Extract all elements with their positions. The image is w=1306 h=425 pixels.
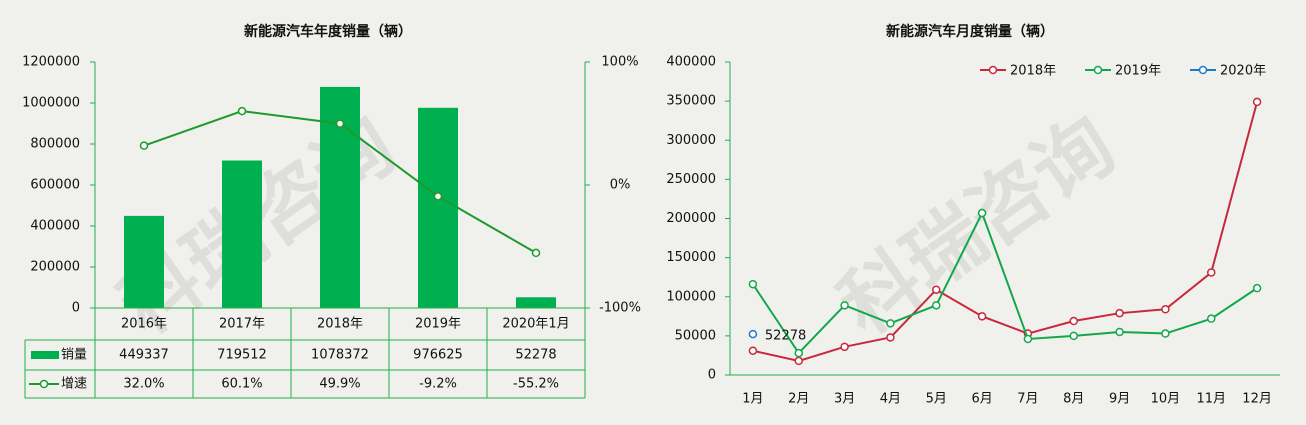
- marker: [1161, 329, 1170, 338]
- x-tick-label: 4月: [880, 392, 901, 407]
- x-tick-label: 2019年: [415, 317, 461, 332]
- line: [752, 210, 1258, 355]
- table-cell: 449337: [119, 348, 169, 363]
- marker: [840, 342, 849, 352]
- y2-tick-label: 0%: [610, 178, 631, 193]
- table-cell: -9.2%: [419, 377, 457, 392]
- x-tick-label: 2月: [788, 392, 809, 407]
- marker: [748, 346, 758, 355]
- marker: [794, 356, 803, 366]
- marker: [1115, 308, 1124, 318]
- table-cell: 719512: [217, 348, 267, 363]
- legend-label: 销量: [61, 348, 87, 363]
- marker: [932, 301, 941, 310]
- legend-marker: [988, 65, 998, 75]
- marker: [748, 329, 758, 339]
- y-tick-label: 800000: [30, 137, 80, 152]
- data-label: 52278: [765, 329, 806, 344]
- table-cell: 52278: [515, 348, 556, 363]
- table-cell: -55.2%: [513, 377, 559, 392]
- y-tick-label: 0: [72, 301, 80, 316]
- marker: [1069, 316, 1078, 326]
- marker: [1161, 305, 1170, 314]
- bar: [516, 297, 556, 308]
- y-tick-label: 100000: [666, 289, 716, 304]
- table-cell: 60.1%: [221, 377, 262, 392]
- y-tick-label: 200000: [666, 211, 716, 226]
- y-tick-label: 1000000: [22, 96, 80, 111]
- y-tick-label: 1200000: [22, 55, 80, 70]
- y-tick-label: 250000: [666, 172, 716, 187]
- chart-title: 新能源汽车年度销量（辆）: [244, 23, 412, 40]
- marker: [139, 141, 149, 150]
- marker: [1207, 314, 1216, 323]
- y2-tick-label: -100%: [599, 301, 641, 316]
- y-tick-label: 400000: [30, 219, 80, 234]
- y-tick-label: 300000: [666, 133, 716, 148]
- y-tick-label: 0: [708, 368, 716, 383]
- marker: [886, 319, 895, 328]
- legend-marker: [1093, 65, 1103, 75]
- bar: [418, 107, 458, 309]
- y2-tick-label: 100%: [601, 55, 638, 70]
- legend-marker: [1198, 65, 1208, 75]
- y-tick-label: 200000: [30, 260, 80, 275]
- legend-marker: [39, 379, 49, 389]
- marker: [794, 348, 803, 358]
- x-tick-label: 5月: [926, 392, 947, 407]
- table-cell: 976625: [413, 348, 463, 363]
- marker: [748, 279, 758, 289]
- y-tick-label: 600000: [30, 178, 80, 193]
- x-tick-label: 6月: [971, 392, 992, 407]
- x-tick-label: 3月: [834, 392, 855, 407]
- y-tick-label: 50000: [675, 328, 716, 343]
- line: [752, 101, 1259, 362]
- chart-title: 新能源汽车月度销量（辆）: [886, 23, 1054, 40]
- legend-label: 增速: [61, 377, 87, 392]
- marker: [335, 119, 345, 128]
- table-cell: 1078372: [311, 348, 369, 363]
- legend-label: 2019年: [1115, 64, 1161, 79]
- table-cell: 49.9%: [319, 377, 360, 392]
- y-tick-label: 400000: [666, 55, 716, 70]
- x-tick-label: 12月: [1242, 392, 1272, 407]
- y-tick-label: 150000: [666, 250, 716, 265]
- marker: [1115, 327, 1124, 337]
- legend-label: 2020年: [1220, 64, 1266, 79]
- bar: [222, 160, 262, 308]
- marker: [932, 285, 941, 294]
- marker: [1023, 334, 1033, 344]
- x-tick-label: 1月: [742, 392, 763, 407]
- marker: [237, 106, 247, 116]
- bar: [124, 215, 164, 308]
- x-tick-label: 8月: [1063, 392, 1084, 407]
- marker: [531, 248, 541, 258]
- marker: [1069, 331, 1078, 341]
- x-tick-label: 7月: [1017, 392, 1038, 407]
- legend-label: 2018年: [1010, 64, 1056, 79]
- marker: [886, 333, 895, 342]
- x-tick-label: 2017年: [219, 317, 265, 332]
- x-tick-label: 2016年: [121, 317, 167, 332]
- table-cell: 32.0%: [123, 377, 164, 392]
- marker: [1252, 283, 1262, 293]
- x-tick-label: 9月: [1109, 392, 1130, 407]
- marker: [977, 208, 987, 218]
- marker: [840, 301, 849, 310]
- marker: [433, 192, 443, 201]
- marker: [977, 312, 987, 321]
- x-tick-label: 2018年: [317, 317, 363, 332]
- x-tick-label: 11月: [1196, 392, 1226, 407]
- legend-swatch: [31, 351, 59, 359]
- y-tick-label: 350000: [666, 94, 716, 109]
- x-tick-label: 2020年1月: [502, 317, 569, 332]
- marker: [1207, 268, 1216, 277]
- marker: [1252, 97, 1262, 107]
- x-tick-label: 10月: [1151, 392, 1181, 407]
